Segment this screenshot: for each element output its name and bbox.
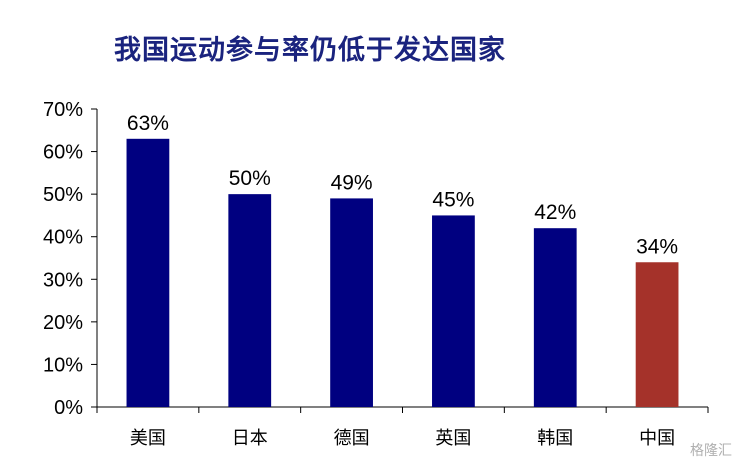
x-category-label: 美国 xyxy=(130,428,166,449)
x-category-label: 中国 xyxy=(639,428,675,449)
y-tick-label: 10% xyxy=(43,354,83,376)
bar xyxy=(126,138,170,408)
chart-title: 我国运动参与率仍低于发达国家 xyxy=(114,35,506,66)
x-category-label: 英国 xyxy=(435,428,471,449)
bar xyxy=(228,194,272,407)
bar xyxy=(635,262,679,407)
data-label: 45% xyxy=(432,188,474,211)
y-tick-label: 40% xyxy=(43,227,83,249)
bar xyxy=(432,215,475,407)
data-label: 42% xyxy=(534,201,576,224)
x-category-label: 韩国 xyxy=(537,428,573,449)
bar xyxy=(330,198,373,407)
y-tick-label: 60% xyxy=(43,142,83,164)
y-tick-label: 70% xyxy=(43,99,83,121)
data-label: 50% xyxy=(229,167,271,190)
data-label: 63% xyxy=(127,112,169,135)
bar xyxy=(533,228,577,407)
data-label: 49% xyxy=(331,171,373,194)
y-tick-label: 50% xyxy=(43,184,83,206)
y-tick-label: 20% xyxy=(43,312,83,334)
y-tick-label: 0% xyxy=(54,397,83,419)
x-category-label: 日本 xyxy=(232,428,268,449)
watermark-text: 格隆汇 xyxy=(690,443,732,459)
x-category-label: 德国 xyxy=(334,428,370,449)
y-tick-label: 30% xyxy=(43,269,83,291)
data-label: 34% xyxy=(636,235,678,258)
